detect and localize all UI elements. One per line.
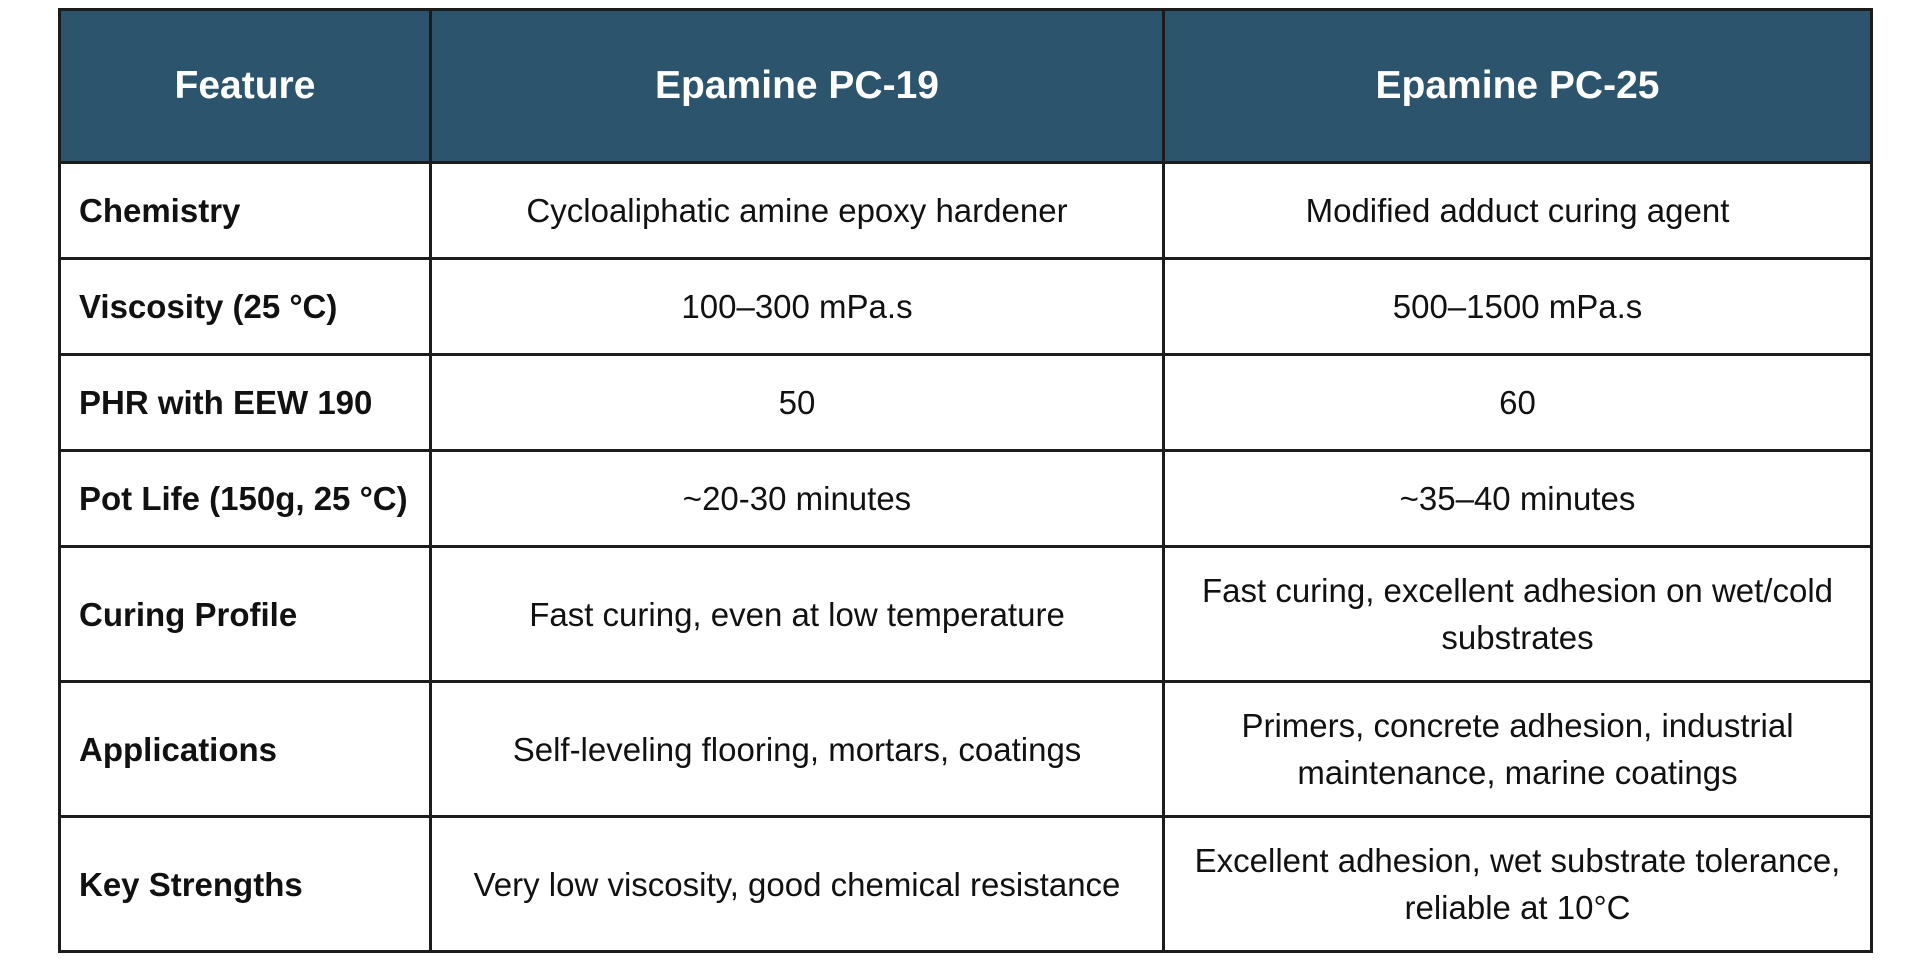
cell-pc19-key-strengths: Very low viscosity, good chemical resist…	[429, 815, 1165, 953]
table-header: Feature Epamine PC-19 Epamine PC-25	[58, 8, 1873, 164]
cell-pc25-viscosity: 500–1500 mPa.s	[1162, 257, 1873, 356]
cell-pc25-curing-profile: Fast curing, excellent adhesion on wet/c…	[1162, 545, 1873, 683]
row-label-key-strengths: Key Strengths	[58, 815, 432, 953]
cell-pc25-chemistry: Modified adduct curing agent	[1162, 161, 1873, 260]
row-label-pot-life: Pot Life (150g, 25 °C)	[58, 449, 432, 548]
table-row: Applications Self-leveling flooring, mor…	[58, 680, 1873, 818]
table-row: Viscosity (25 °C) 100–300 mPa.s 500–1500…	[58, 257, 1873, 356]
row-label-curing-profile: Curing Profile	[58, 545, 432, 683]
table-row: Chemistry Cycloaliphatic amine epoxy har…	[58, 161, 1873, 260]
cell-pc19-applications: Self-leveling flooring, mortars, coating…	[429, 680, 1165, 818]
table-row: PHR with EEW 190 50 60	[58, 353, 1873, 452]
cell-pc19-curing-profile: Fast curing, even at low temperature	[429, 545, 1165, 683]
table-row: Pot Life (150g, 25 °C) ~20-30 minutes ~3…	[58, 449, 1873, 548]
header-feature: Feature	[58, 8, 432, 164]
row-label-phr: PHR with EEW 190	[58, 353, 432, 452]
header-epamine-pc-19: Epamine PC-19	[429, 8, 1165, 164]
header-row: Feature Epamine PC-19 Epamine PC-25	[58, 8, 1873, 164]
cell-pc19-pot-life: ~20-30 minutes	[429, 449, 1165, 548]
table-row: Curing Profile Fast curing, even at low …	[58, 545, 1873, 683]
cell-pc19-chemistry: Cycloaliphatic amine epoxy hardener	[429, 161, 1165, 260]
comparison-table-container: Feature Epamine PC-19 Epamine PC-25 Chem…	[58, 8, 1873, 953]
row-label-applications: Applications	[58, 680, 432, 818]
cell-pc19-viscosity: 100–300 mPa.s	[429, 257, 1165, 356]
row-label-viscosity: Viscosity (25 °C)	[58, 257, 432, 356]
cell-pc25-pot-life: ~35–40 minutes	[1162, 449, 1873, 548]
cell-pc25-phr: 60	[1162, 353, 1873, 452]
comparison-table: Feature Epamine PC-19 Epamine PC-25 Chem…	[58, 8, 1873, 953]
cell-pc19-phr: 50	[429, 353, 1165, 452]
table-body: Chemistry Cycloaliphatic amine epoxy har…	[58, 161, 1873, 953]
row-label-chemistry: Chemistry	[58, 161, 432, 260]
cell-pc25-key-strengths: Excellent adhesion, wet substrate tolera…	[1162, 815, 1873, 953]
table-row: Key Strengths Very low viscosity, good c…	[58, 815, 1873, 953]
header-epamine-pc-25: Epamine PC-25	[1162, 8, 1873, 164]
cell-pc25-applications: Primers, concrete adhesion, industrial m…	[1162, 680, 1873, 818]
